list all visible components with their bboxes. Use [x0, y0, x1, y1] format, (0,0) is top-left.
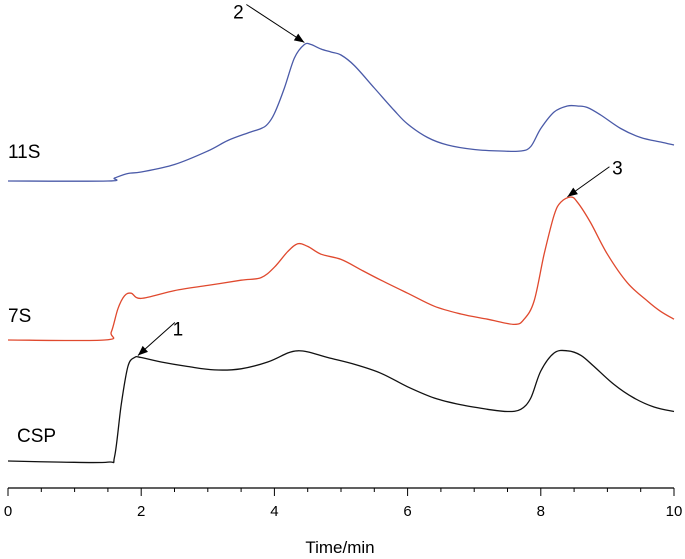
- annotation-label-1: 1: [173, 320, 184, 341]
- annotation-arrow-2: [246, 4, 305, 43]
- series-label-11s: 11S: [8, 142, 40, 163]
- series-line-11s: [7, 42, 675, 182]
- x-axis-label: Time/min: [305, 538, 374, 557]
- annotation-arrowhead-1: [137, 345, 148, 356]
- series-layer: [7, 42, 675, 464]
- series-label-7s: 7S: [8, 306, 31, 327]
- annotation-arrowhead-3: [567, 187, 578, 197]
- x-tick-label: 0: [4, 503, 12, 520]
- annotation-label-2: 2: [233, 3, 244, 24]
- x-tick-label: 8: [537, 503, 545, 520]
- series-line-7s: [7, 196, 675, 342]
- x-tick-label: 10: [666, 503, 683, 520]
- series-label-csp: CSP: [17, 426, 56, 447]
- x-tick-label: 4: [270, 503, 278, 520]
- series-labels: 11S 7S CSP: [8, 142, 56, 447]
- annotation-arrowhead-2: [293, 33, 305, 43]
- annotation-label-3: 3: [612, 159, 623, 180]
- series-line-csp: [7, 349, 675, 464]
- annotation-layer: 1 2 3: [137, 3, 623, 356]
- x-tick-label: 2: [137, 503, 145, 520]
- x-tick-label: 6: [403, 503, 411, 520]
- x-axis: 0 2 4 6 8 10: [4, 487, 683, 520]
